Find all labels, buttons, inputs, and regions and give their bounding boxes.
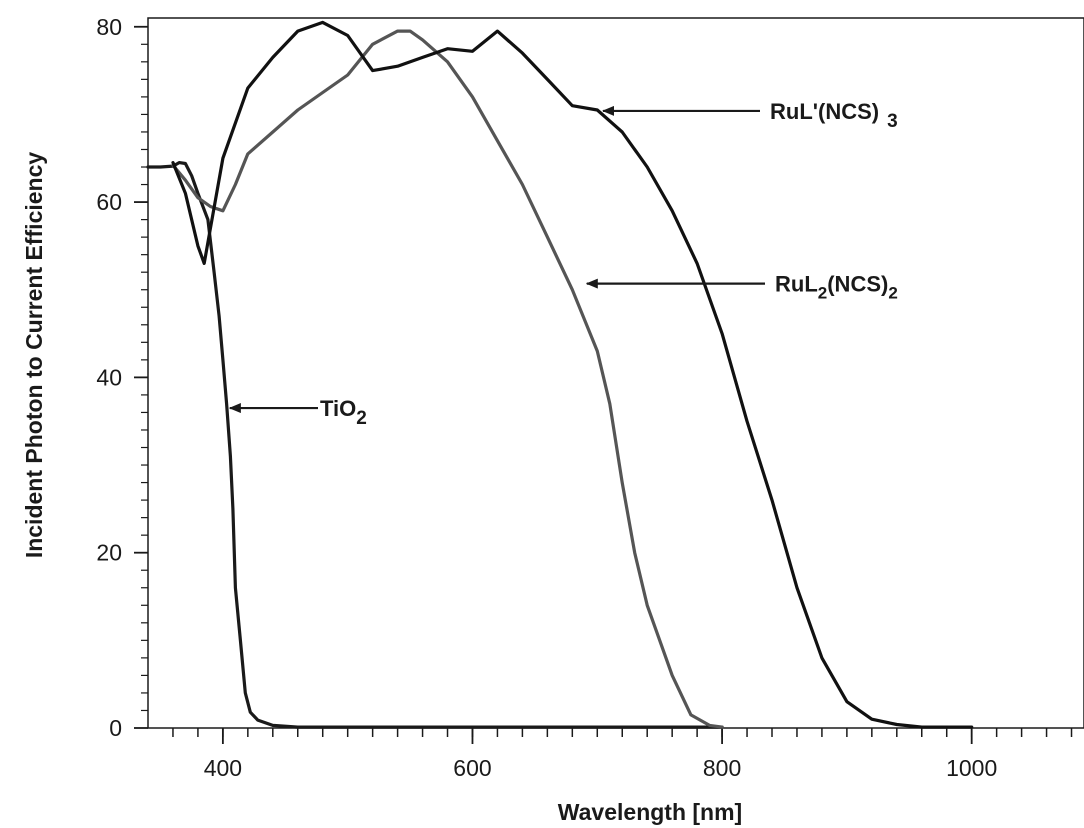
x-tick-label: 600 <box>453 755 491 781</box>
tick-labels: 400 600 800 1000 0 20 40 60 80 <box>96 14 997 781</box>
annotation-label-tio2: TiO2 <box>320 396 367 429</box>
x-axis-title: Wavelength [nm] <box>558 799 742 825</box>
annotation-label-rul-ncs-3: RuL'(NCS) 3 <box>770 99 898 132</box>
y-tick-label: 80 <box>96 14 122 40</box>
x-tick-label: 1000 <box>946 755 997 781</box>
y-tick-label: 40 <box>96 364 122 390</box>
y-tick-label: 20 <box>96 540 122 566</box>
annotation-layer: RuL'(NCS) 3 RuL2(NCS)2 TiO2 <box>228 99 898 429</box>
series-line-rul2-ncs-2 <box>171 29 724 729</box>
annotation-label-rul2-ncs-2: RuL2(NCS)2 <box>775 272 898 303</box>
major-ticks <box>134 25 973 744</box>
x-tick-label: 400 <box>204 755 242 781</box>
series-layer <box>146 20 974 729</box>
minor-ticks <box>141 26 1073 737</box>
y-axis-title: Incident Photon to Current Efficiency <box>21 152 47 559</box>
series-line-tio2 <box>146 161 724 729</box>
series-line-rul-ncs-3 <box>171 20 974 729</box>
y-tick-label: 60 <box>96 189 122 215</box>
x-tick-label: 800 <box>703 755 741 781</box>
y-tick-label: 0 <box>109 715 122 741</box>
